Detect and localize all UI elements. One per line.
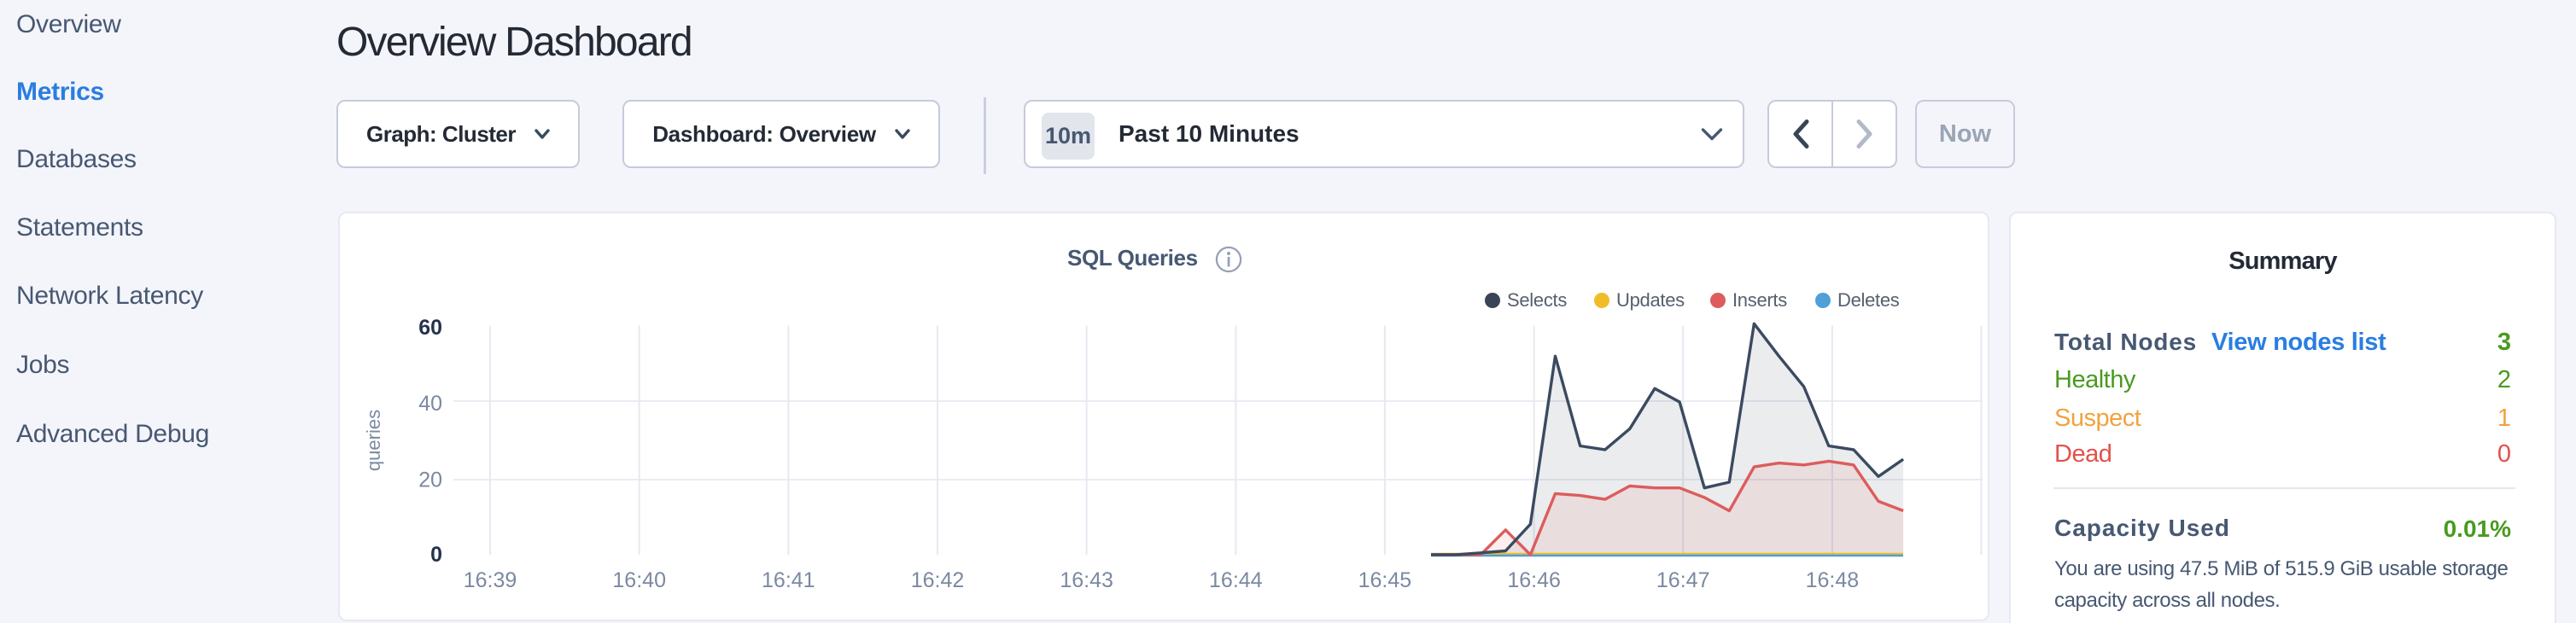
- svg-text:16:46: 16:46: [1507, 568, 1561, 592]
- svg-text:40: 40: [418, 392, 442, 416]
- svg-text:queries: queries: [363, 410, 384, 471]
- svg-text:60: 60: [418, 316, 442, 340]
- svg-text:20: 20: [418, 469, 442, 492]
- svg-text:16:43: 16:43: [1060, 568, 1113, 592]
- svg-text:0: 0: [430, 543, 442, 567]
- svg-text:16:39: 16:39: [464, 568, 517, 592]
- svg-text:16:40: 16:40: [612, 568, 666, 592]
- svg-text:16:47: 16:47: [1656, 568, 1710, 592]
- svg-text:16:45: 16:45: [1358, 568, 1412, 592]
- svg-text:16:41: 16:41: [762, 568, 815, 592]
- svg-text:16:48: 16:48: [1806, 568, 1860, 592]
- svg-text:16:44: 16:44: [1209, 568, 1263, 592]
- svg-text:16:42: 16:42: [911, 568, 965, 592]
